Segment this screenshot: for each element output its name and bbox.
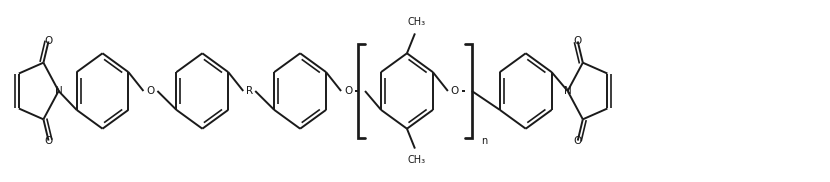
Text: O: O bbox=[44, 36, 52, 46]
Text: N: N bbox=[55, 86, 62, 96]
Text: O: O bbox=[451, 86, 459, 96]
Text: R: R bbox=[246, 86, 253, 96]
Text: N: N bbox=[564, 86, 572, 96]
Text: CH₃: CH₃ bbox=[408, 17, 426, 27]
Text: CH₃: CH₃ bbox=[408, 155, 426, 165]
Text: O: O bbox=[146, 86, 154, 96]
Text: O: O bbox=[574, 36, 582, 46]
Text: O: O bbox=[44, 136, 52, 146]
Text: O: O bbox=[574, 136, 582, 146]
Text: n: n bbox=[481, 136, 487, 146]
Text: O: O bbox=[344, 86, 352, 96]
